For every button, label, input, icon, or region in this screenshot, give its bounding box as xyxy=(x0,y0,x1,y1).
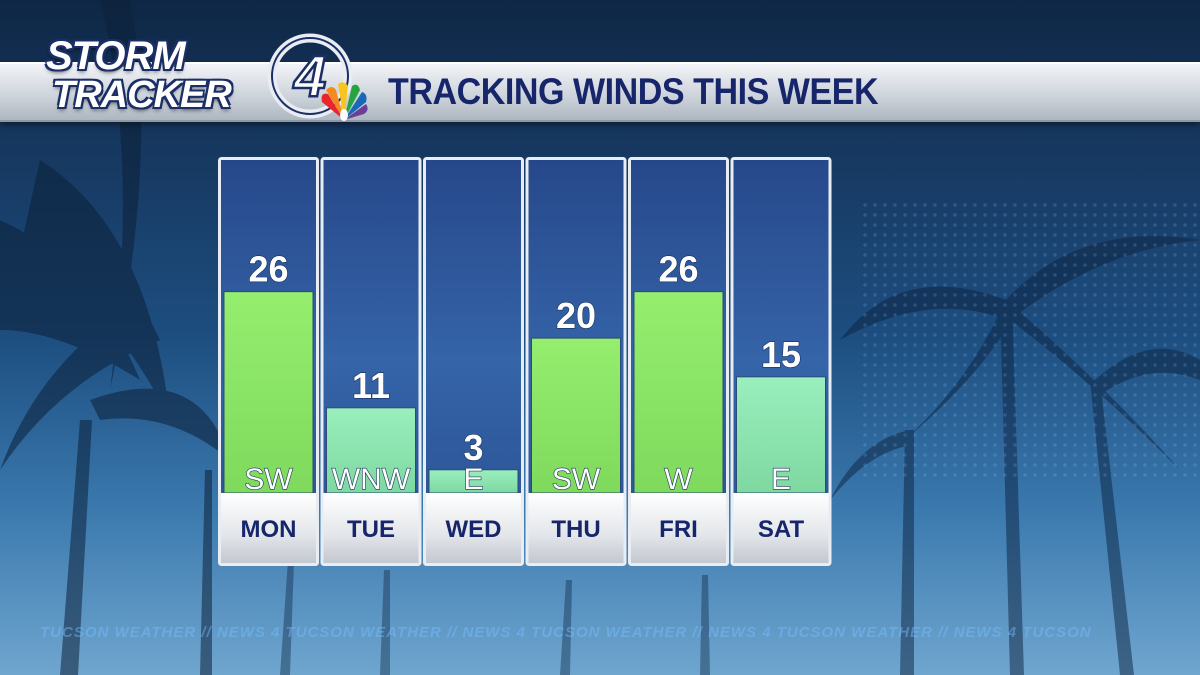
day-label-box-thu xyxy=(528,493,624,563)
value-label-thu: 20 xyxy=(556,295,596,336)
tick-label-wed: WED xyxy=(446,516,502,543)
direction-label-fri: W xyxy=(664,463,693,496)
column-frame-thu xyxy=(525,157,627,566)
peacock-icon xyxy=(321,82,368,121)
channel-4-logo-icon: 4 xyxy=(267,33,353,119)
bar-fri xyxy=(633,291,724,494)
value-label-mon: 26 xyxy=(248,249,288,290)
page-title: TRACKING WINDS THIS WEEK xyxy=(388,71,879,112)
tick-label-fri: FRI xyxy=(659,516,698,543)
tick-label-tue: TUE xyxy=(347,516,395,543)
value-label-fri: 26 xyxy=(658,249,698,290)
logo-line-storm: STORM xyxy=(46,34,186,78)
tick-label-mon: MON xyxy=(241,516,297,543)
column-frame-tue xyxy=(320,157,422,566)
logo-line-tracker: TRACKER xyxy=(52,74,232,116)
day-label-box-sat xyxy=(733,493,829,563)
value-label-wed: 3 xyxy=(463,427,483,468)
value-label-tue: 11 xyxy=(352,365,390,406)
day-label-box-mon xyxy=(221,493,316,563)
direction-label-thu: SW xyxy=(552,463,601,496)
logo-number-4: 4 xyxy=(293,44,326,109)
direction-label-tue: WNW xyxy=(332,463,411,496)
column-frame-fri xyxy=(628,157,729,566)
dot-pattern-decoration xyxy=(860,200,1200,480)
day-label-box-fri xyxy=(631,493,726,563)
storm-tracker-logo: STORM TRACKER 4 xyxy=(38,30,378,126)
tick-label-thu: THU xyxy=(551,516,600,543)
direction-label-mon: SW xyxy=(244,463,293,496)
bar-mon xyxy=(223,291,314,494)
tick-label-sat: SAT xyxy=(758,516,805,543)
bar-sat xyxy=(736,376,826,494)
value-label-sat: 15 xyxy=(761,334,801,375)
footer-ticker: TUCSON WEATHER // NEWS 4 TUCSON WEATHER … xyxy=(40,624,1092,641)
direction-label-sat: E xyxy=(771,463,791,496)
column-frame-mon xyxy=(218,157,319,566)
column-frame-sat xyxy=(730,157,832,566)
column-frame-wed xyxy=(423,157,524,566)
column-background-wed xyxy=(426,160,521,493)
header-bar xyxy=(0,62,1200,122)
day-label-box-tue xyxy=(323,493,419,563)
bar-thu xyxy=(531,337,621,494)
direction-label-wed: E xyxy=(463,463,483,496)
day-label-box-wed xyxy=(426,493,521,563)
